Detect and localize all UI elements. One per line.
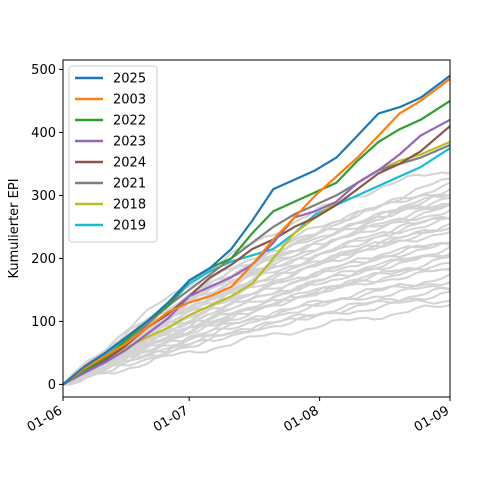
- legend-label-2022: 2022: [113, 114, 146, 129]
- y-tick-label: 200: [31, 252, 56, 267]
- legend-label-2021: 2021: [113, 177, 146, 192]
- y-tick-label: 500: [31, 63, 56, 78]
- background-series-line: [62, 256, 451, 386]
- x-tick-label: 01-09: [412, 403, 452, 435]
- x-tick-label: 01-08: [281, 403, 321, 435]
- y-tick-label: 100: [31, 315, 56, 330]
- legend-label-2018: 2018: [113, 198, 146, 213]
- background-series-line: [62, 286, 451, 386]
- plot-frame: [62, 59, 451, 398]
- x-tick-label: 01-07: [151, 403, 191, 435]
- y-axis-label: Kumulierter EPI: [7, 178, 22, 278]
- series-line-2003: [62, 78, 451, 386]
- background-series-line: [62, 241, 451, 386]
- background-series-line: [62, 284, 451, 386]
- background-series-group: [62, 171, 451, 386]
- legend-label-2003: 2003: [113, 93, 146, 108]
- legend: 2025 2003 2022 2023 2024 2021 2018 2019: [68, 65, 158, 243]
- background-series-line: [62, 171, 451, 386]
- legend-label-2019: 2019: [113, 219, 146, 234]
- series-line-2022: [62, 99, 451, 386]
- y-tick-label: 0: [48, 378, 56, 393]
- background-series-line: [62, 241, 451, 386]
- legend-label-2025: 2025: [113, 72, 146, 87]
- x-tick-label: 01-06: [25, 403, 65, 435]
- background-series-line: [62, 304, 451, 386]
- background-series-line: [62, 290, 451, 386]
- highlighted-series-group: [62, 74, 451, 386]
- legend-label-2023: 2023: [113, 135, 146, 150]
- series-line-2024: [62, 125, 451, 386]
- y-tick-label: 300: [31, 189, 56, 204]
- x-axis: 01-06 01-07 01-08 01-09: [25, 397, 452, 435]
- series-line-2025: [62, 74, 451, 386]
- legend-label-2024: 2024: [113, 156, 146, 171]
- y-tick-label: 400: [31, 126, 56, 141]
- y-axis: 0 100 200 300 400 500: [31, 63, 63, 393]
- legend-box: [68, 65, 158, 243]
